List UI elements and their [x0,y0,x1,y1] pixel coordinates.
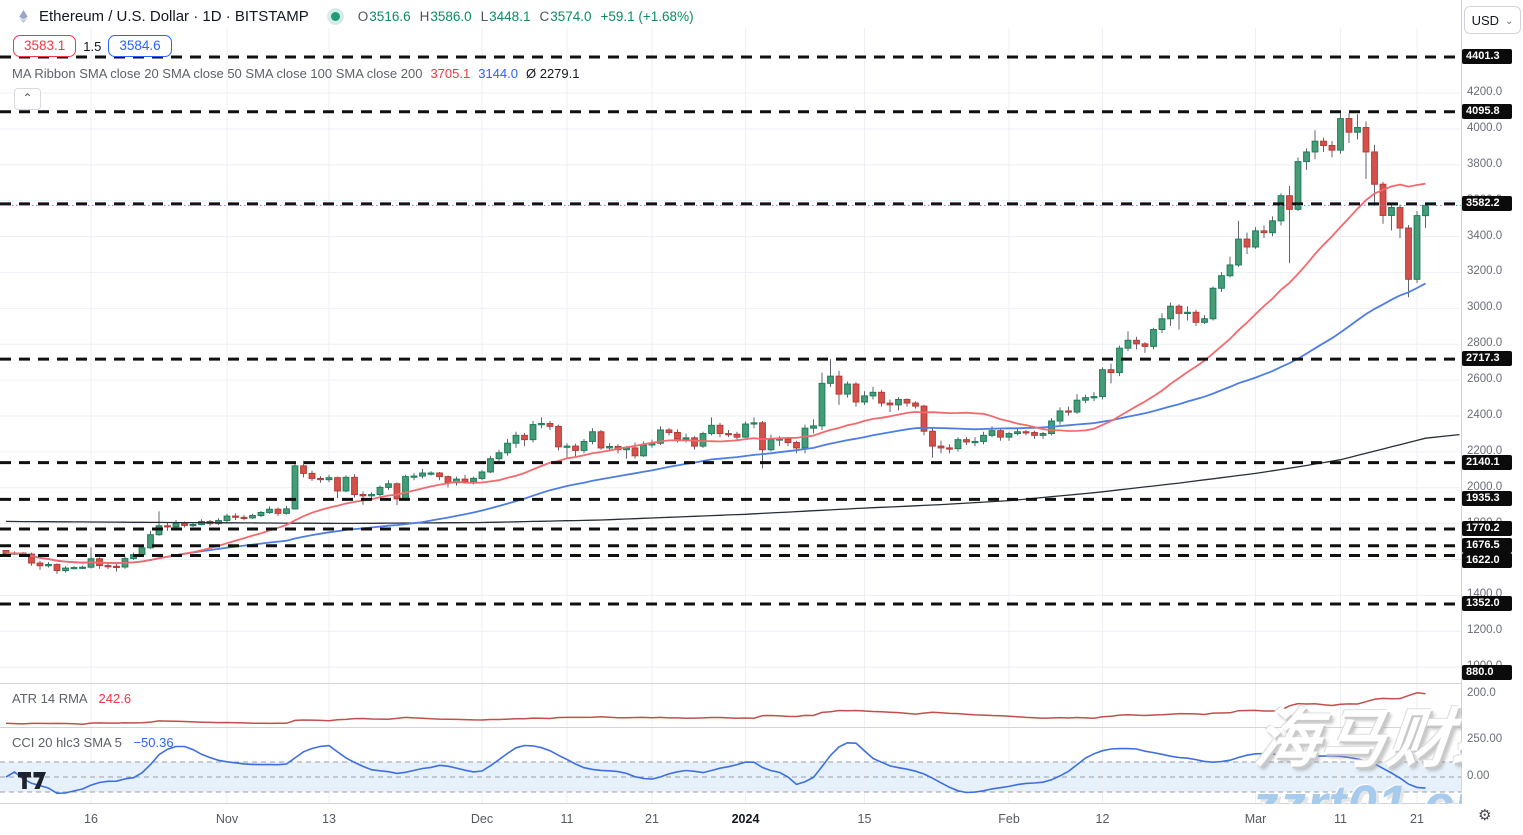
price-axis[interactable]: 4200.04000.03800.03600.03400.03200.03000… [1462,0,1523,804]
cci-legend[interactable]: CCI 20 hlc3 SMA 5 −50.36 [12,735,174,750]
currency-selector-button[interactable]: USD ⌄ [1464,6,1521,34]
price-level-label[interactable]: 3582.2 [1462,195,1512,211]
price-tick: 3400.0 [1467,229,1503,242]
price-level-label[interactable]: 1935.3 [1462,491,1512,507]
time-tick: Nov [215,812,239,826]
cci-axis-tick: 0.00 [1467,770,1490,782]
time-tick: 21 [645,812,659,826]
price-tick: 2600.0 [1467,373,1503,386]
change-value: +59.1 (+1.68%) [600,9,694,24]
ma-ribbon-label[interactable]: MA Ribbon SMA close 20 SMA close 50 SMA … [12,66,423,81]
time-tick: 16 [84,812,98,826]
cci-value: −50.36 [133,735,174,750]
axis-settings-gear-icon[interactable]: ⚙ [1478,807,1492,824]
collapse-legend-button[interactable]: ⌃ [14,88,41,110]
time-tick: 2024 [731,812,760,826]
time-tick: 11 [1334,812,1347,826]
price-level-label[interactable]: 880.0 [1462,665,1512,680]
price-tick: 3000.0 [1467,301,1503,314]
tradingview-logo[interactable] [18,772,47,790]
market-open-icon [330,12,340,21]
price-tick: 3200.0 [1467,265,1503,278]
time-tick: 21 [1410,812,1424,826]
quote-row: 3583.1 1.5 3584.6 [13,35,172,57]
cci-axis-tick: 250.00 [1467,732,1503,745]
price-level-label[interactable]: 1770.2 [1462,520,1512,536]
price-tick: 2800.0 [1467,337,1503,350]
time-axis[interactable]: 16 Nov 13 Dec 11 21 2024 15 Feb 12 Mar 11 21 [0,804,1523,835]
price-level-label[interactable]: 2140.1 [1462,454,1512,470]
price-level-label[interactable]: 1676.5 [1462,537,1512,553]
spread-value: 1.5 [83,38,102,54]
price-tick: 3800.0 [1467,157,1503,170]
price-tick: 2400.0 [1467,408,1503,421]
ma-ribbon-legend: MA Ribbon SMA close 20 SMA close 50 SMA … [12,66,579,81]
price-tick: 4000.0 [1467,121,1503,134]
sma50-value: 3144.0 [478,66,518,81]
time-tick: 15 [857,812,872,826]
atr-value: 242.6 [98,691,132,706]
price-tick: 4200.0 [1467,86,1503,99]
price-level-label[interactable]: 2717.3 [1462,351,1512,367]
time-tick: 11 [560,812,574,826]
sma-average-value: Ø 2279.1 [525,66,580,81]
price-level-label[interactable]: 4401.3 [1462,49,1512,64]
time-tick: Dec [470,812,494,826]
price-level-label[interactable]: 1352.0 [1462,595,1512,611]
cci-label: CCI 20 hlc3 SMA 5 [12,735,122,750]
chevron-down-icon: ⌄ [1505,15,1514,27]
price-tick: 2000.0 [1467,480,1503,493]
bid-price-button[interactable]: 3583.1 [13,35,77,57]
symbol-title[interactable]: Ethereum / U.S. Dollar · 1D · BITSTAMP [39,8,309,25]
time-tick: Feb [998,812,1020,826]
time-tick: Mar [1244,812,1267,826]
ask-price-button[interactable]: 3584.6 [108,35,172,57]
ethereum-icon [19,9,28,24]
time-tick: 13 [322,812,336,826]
price-tick: 1200.0 [1467,624,1503,637]
atr-label: ATR 14 RMA [12,691,87,706]
symbol-legend: Ethereum / U.S. Dollar · 1D · BITSTAMP O… [16,8,694,25]
atr-legend[interactable]: ATR 14 RMA 242.6 [12,691,131,706]
price-tick: 2200.0 [1467,444,1503,457]
atr-axis-tick: 200.0 [1467,687,1496,699]
chevron-up-icon: ⌃ [22,91,33,105]
price-level-label[interactable]: 1622.0 [1462,553,1512,568]
ohlc-values: O3516.6 H3586.0 L3448.1 C3574.0 +59.1 (+… [357,9,694,24]
price-level-label[interactable]: 4095.8 [1462,103,1512,119]
time-tick: 12 [1095,812,1110,826]
sma20-value: 3705.1 [430,66,471,81]
